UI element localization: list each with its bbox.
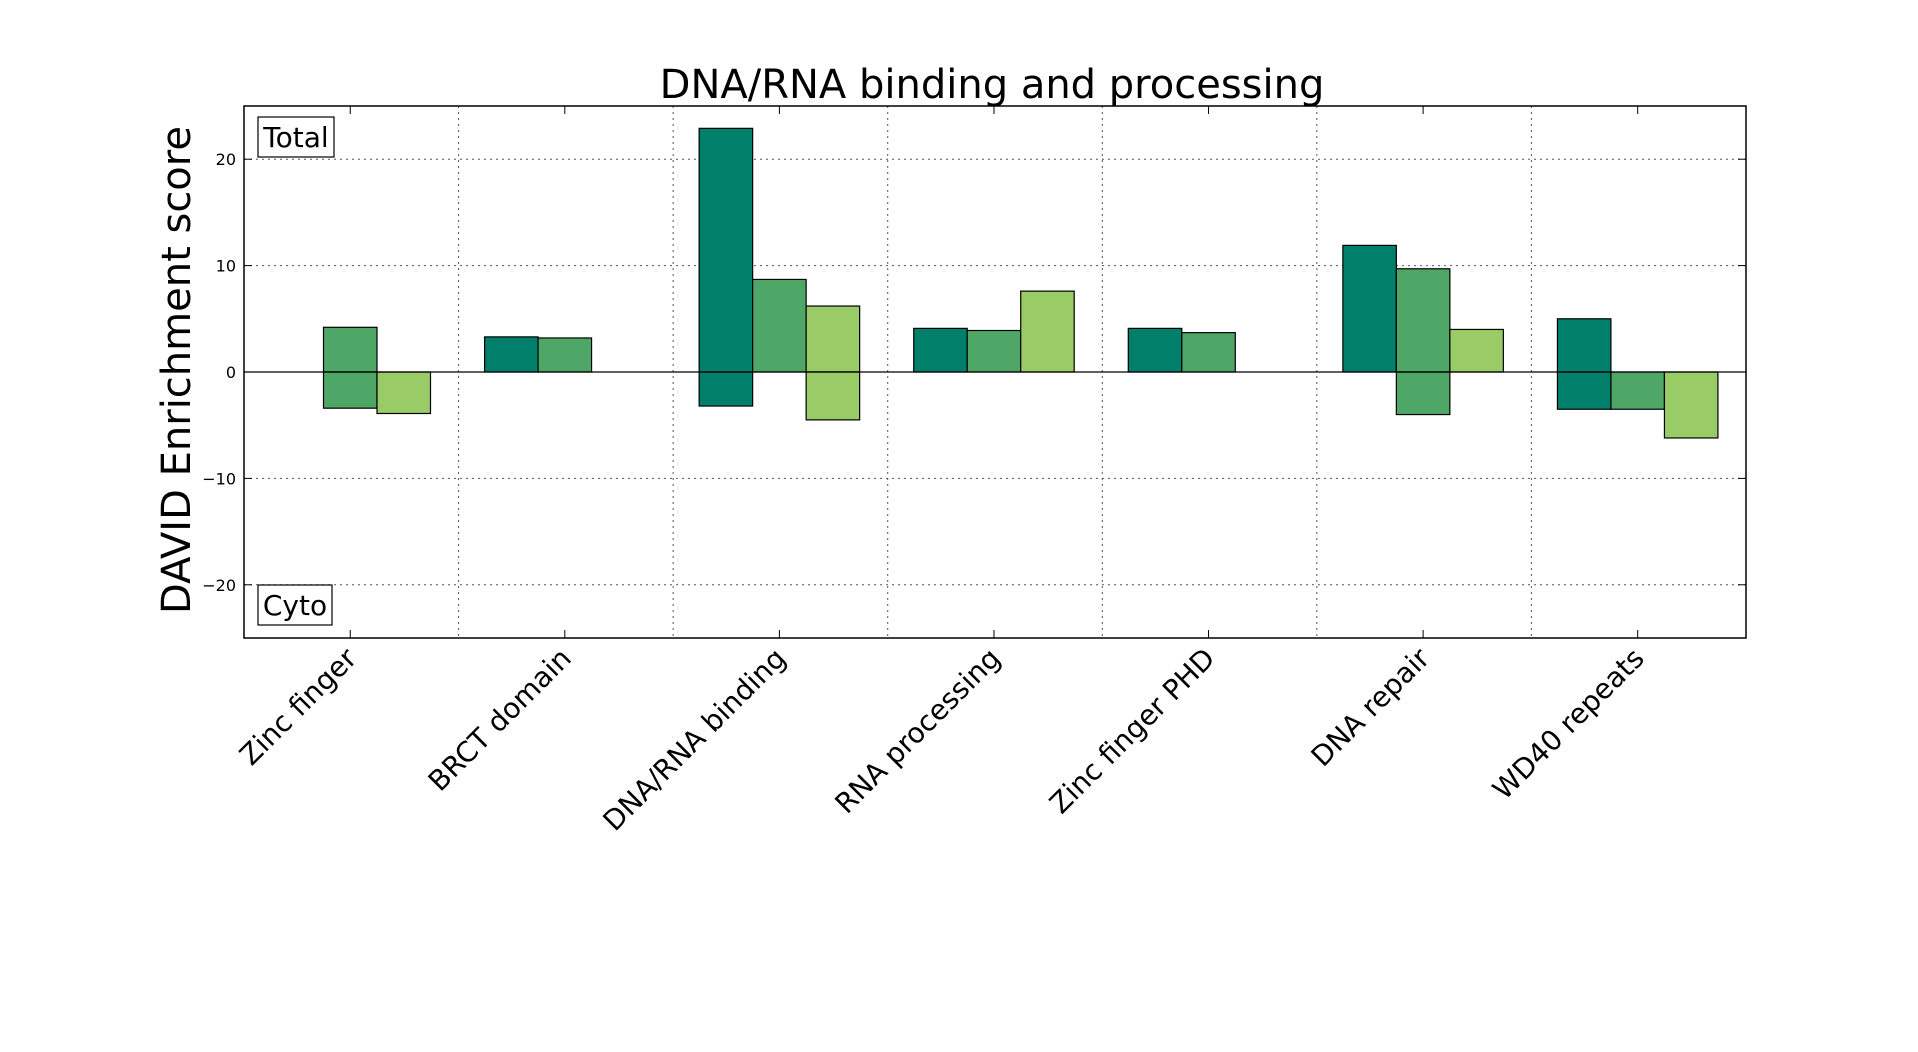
bar <box>483 336 539 373</box>
total-label-frame <box>257 116 335 158</box>
total-label-box: Total <box>257 116 335 158</box>
bar <box>805 371 861 421</box>
bar <box>1449 328 1504 373</box>
bar <box>698 371 754 407</box>
category-label: DNA repair <box>1305 641 1437 773</box>
chart-title: DNA/RNA binding and processing <box>660 62 1325 108</box>
y-tick-label: −20 <box>202 576 236 595</box>
y-tick-label: 0 <box>226 363 236 382</box>
bar <box>322 326 378 373</box>
bar <box>752 278 807 373</box>
cyto-label-frame <box>257 584 333 626</box>
bar <box>1395 371 1451 416</box>
bar <box>1395 268 1451 373</box>
bar <box>698 127 754 373</box>
bar <box>1556 371 1612 410</box>
cyto-label: Cyto <box>263 589 327 622</box>
category-label: Zinc finger <box>233 641 363 771</box>
bar <box>537 337 593 373</box>
bar <box>913 327 968 373</box>
bar <box>1020 290 1075 373</box>
y-tick-label: −10 <box>202 469 236 488</box>
bar <box>1663 371 1719 439</box>
bar <box>1610 371 1666 410</box>
bars <box>322 127 1719 439</box>
bar <box>1181 332 1236 373</box>
bar <box>805 305 861 373</box>
y-axis-label: DAVID Enrichment score <box>154 126 200 614</box>
cyto-label-box: Cyto <box>257 584 333 626</box>
bar <box>1127 327 1183 373</box>
category-label: WD40 repeats <box>1486 642 1650 806</box>
category-label: DNA/RNA binding <box>597 642 793 838</box>
category-labels: Zinc finger BRCT domain DNA/RNA binding RNA… <box>233 641 1650 837</box>
bar <box>376 371 432 415</box>
category-label: BRCT domain <box>422 642 578 798</box>
bar <box>966 329 1022 373</box>
y-tick-label: 10 <box>216 257 236 276</box>
axis-ticks: −20 −10 0 10 20 <box>202 106 1746 638</box>
bar <box>322 371 378 409</box>
bar <box>1556 318 1612 373</box>
bar <box>1342 244 1397 373</box>
category-label: RNA processing <box>828 642 1006 820</box>
category-label: Zinc finger PHD <box>1043 642 1221 820</box>
y-tick-label: 20 <box>216 150 236 169</box>
total-label: Total <box>262 121 328 154</box>
